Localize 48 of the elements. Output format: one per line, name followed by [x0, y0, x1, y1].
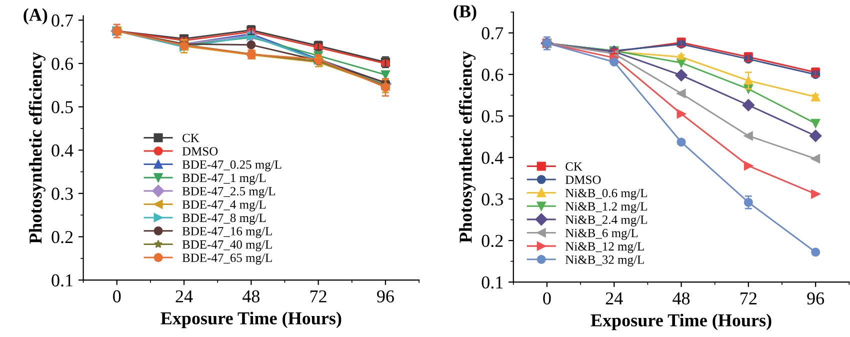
legend-label: BDE-47_2.5 mg/L: [182, 187, 276, 198]
x-tick-label: 0: [113, 290, 121, 302]
y-axis-title: Photosynthetic efficiency: [458, 51, 476, 243]
legend-label: BDE-47_1 mg/L: [182, 174, 266, 185]
y-tick-label: 0.1: [52, 274, 72, 287]
x-tick-label: 48: [672, 292, 690, 304]
x-tick-label: 72: [740, 292, 756, 304]
legend-label: CK: [182, 134, 200, 142]
x-tick-label: 72: [310, 290, 326, 302]
y-tick-label: 0.6: [52, 58, 74, 70]
x-tick-label: 24: [606, 292, 623, 304]
legend-label: CK: [566, 162, 582, 171]
legend-label: Ni&B_2.4 mg/L: [565, 215, 648, 227]
y-tick-label: 0.5: [482, 110, 503, 122]
y-tick-label: 0.3: [482, 193, 503, 206]
y-tick-label: 0.3: [52, 188, 73, 200]
legend-label: BDE-47_8 mg/L: [182, 214, 266, 225]
chart-title: (B): [454, 4, 476, 22]
legend-label: BDE-47_16 mg/L: [182, 227, 272, 238]
chart-title: (A): [24, 8, 48, 25]
legend-label: DMSO: [182, 147, 218, 156]
legend-label: DMSO: [565, 176, 601, 184]
legend-label: BDE-47_4 mg/L: [182, 200, 266, 212]
legend-label: BDE-47_0.25 mg/L: [182, 160, 282, 172]
x-tick-label: 96: [377, 290, 394, 302]
legend-label: BDE-47_65 mg/L: [182, 254, 272, 265]
legend-label: Ni&B_6 mg/L: [565, 228, 638, 240]
legend-label: BDE-47_40 mg/L: [182, 240, 272, 252]
y-tick-label: 0.4: [482, 152, 504, 164]
y-tick-label: 0.5: [52, 101, 73, 114]
legend-label: Ni&B_12 mg/L: [565, 242, 644, 254]
legend-label: Ni&B_32 mg/L: [565, 255, 644, 266]
x-tick-label: 48: [242, 290, 260, 302]
y-tick-label: 0.4: [52, 144, 74, 157]
y-tick-label: 0.6: [482, 68, 504, 81]
x-tick-label: 0: [543, 292, 551, 304]
x-tick-label: 24: [176, 290, 193, 302]
y-tick-label: 0.2: [52, 230, 73, 244]
x-axis-title: Exposure Time (Hours): [590, 314, 772, 330]
x-tick-label: 96: [807, 292, 824, 304]
y-tick-label: 0.7: [482, 27, 504, 40]
y-tick-label: 0.2: [482, 234, 503, 248]
legend-label: Ni&B_1.2 mg/L: [565, 202, 648, 214]
y-tick-label: 0.7: [52, 14, 74, 27]
y-tick-label: 0.1: [482, 276, 503, 289]
x-axis-title: Exposure Time (Hours): [160, 312, 342, 328]
y-axis-title: Photosynthetic efficiency: [28, 52, 46, 244]
legend-label: Ni&B_0.6 mg/L: [565, 188, 648, 200]
